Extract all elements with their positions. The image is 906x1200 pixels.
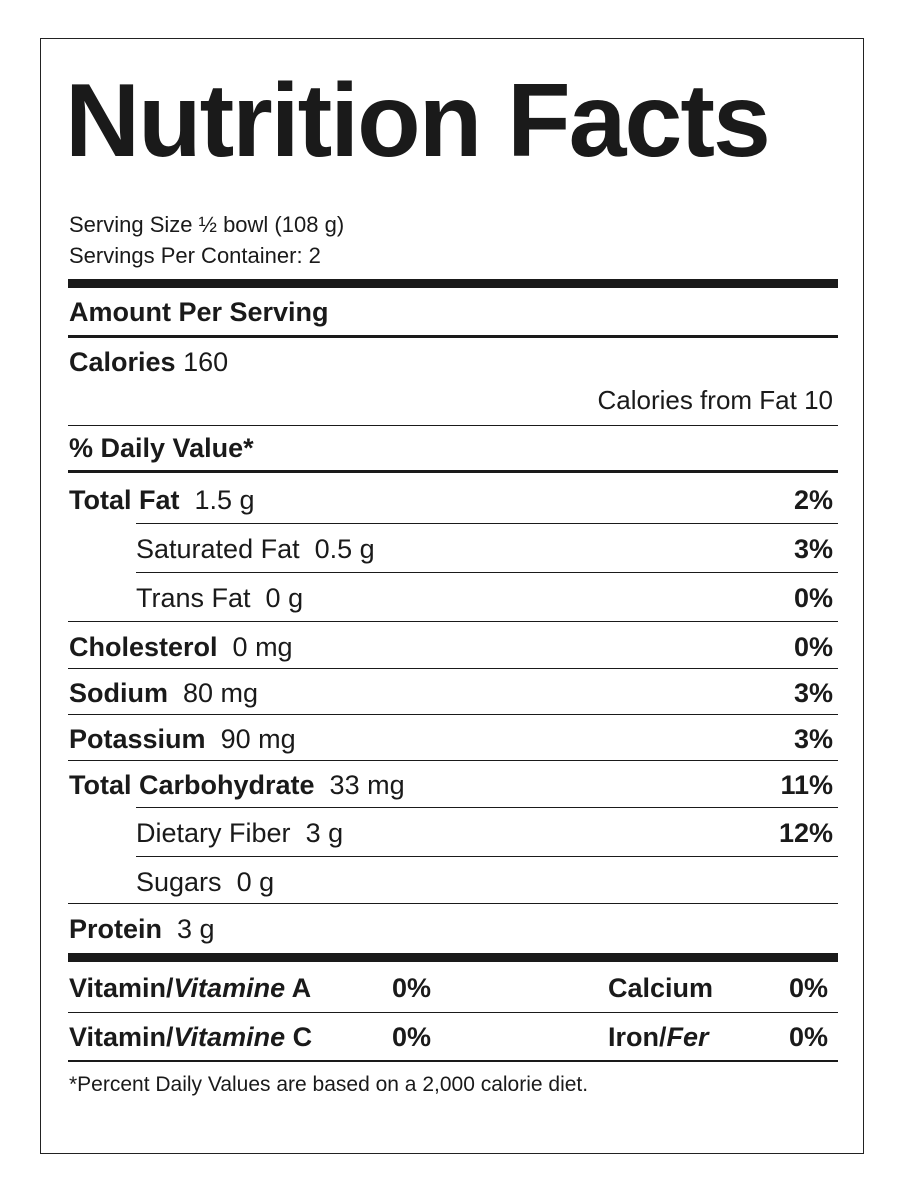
nutrient-dv: 2% — [793, 485, 833, 515]
nutrient-row-total-carbohydrate: Total Carbohydrate 33 mg 11% — [69, 772, 833, 799]
label-title: Nutrition Facts — [65, 63, 771, 179]
vitamin-a-italic: Vitamine — [173, 973, 286, 1003]
serving-size: Serving Size ½ bowl (108 g) — [69, 212, 345, 237]
thin-divider — [136, 807, 838, 808]
nutrient-amount: 0.5 g — [314, 534, 375, 564]
nutrient-dv: 3% — [793, 678, 833, 708]
thin-divider — [68, 621, 838, 622]
footnote: *Percent Daily Values are based on a 2,0… — [69, 1073, 589, 1096]
nutrient-row-trans-fat: Trans Fat 0 g 0% — [136, 585, 833, 612]
calcium-label: Calcium — [608, 973, 714, 1003]
thin-divider — [68, 760, 838, 761]
nutrient-row-protein: Protein 3 g — [69, 916, 833, 943]
servings-per-container: Servings Per Container: 2 — [69, 243, 321, 268]
nutrient-amount: 90 mg — [220, 724, 296, 754]
nutrient-amount: 33 mg — [329, 770, 405, 800]
nutrient-row-cholesterol: Cholesterol 0 mg 0% — [69, 634, 833, 661]
medium-divider — [68, 470, 838, 473]
thin-divider — [136, 856, 838, 857]
nutrient-name: Sodium — [69, 678, 168, 708]
thin-divider — [68, 714, 838, 715]
calories-from-fat: Calories from Fat 10 — [69, 387, 833, 413]
nutrient-row-sodium: Sodium 80 mg 3% — [69, 680, 833, 707]
thin-divider — [136, 572, 838, 573]
nutrient-amount: 0 mg — [232, 632, 293, 662]
nutrient-dv: 12% — [778, 818, 833, 848]
nutrient-dv: 0% — [793, 583, 833, 613]
nutrient-dv: 3% — [793, 534, 833, 564]
nutrient-row-dietary-fiber: Dietary Fiber 3 g 12% — [136, 820, 833, 847]
nutrient-row-saturated-fat: Saturated Fat 0.5 g 3% — [136, 536, 833, 563]
vitamin-c-italic: Vitamine — [173, 1022, 286, 1052]
nutrient-amount: 3 g — [177, 914, 215, 944]
thick-divider — [68, 953, 838, 962]
vitamin-c-suffix: C — [285, 1022, 313, 1052]
iron-label: Iron/Fer — [608, 1024, 709, 1051]
thick-divider — [68, 279, 838, 288]
iron-prefix: Iron/ — [608, 1022, 667, 1052]
iron-dv: 0% — [788, 1022, 828, 1052]
nutrient-amount: 0 g — [265, 583, 304, 613]
iron-italic: Fer — [666, 1022, 709, 1052]
amount-per-serving-label: Amount Per Serving — [69, 297, 329, 327]
nutrient-name: Dietary Fiber — [136, 818, 291, 848]
nutrient-name: Total Carbohydrate — [69, 770, 315, 800]
calories-label: Calories — [69, 347, 176, 377]
calories-from-fat-text: Calories from Fat 10 — [597, 385, 833, 415]
nutrient-amount: 80 mg — [183, 678, 259, 708]
vitamin-a-prefix: Vitamin/ — [69, 973, 174, 1003]
nutrient-dv: 3% — [793, 724, 833, 754]
nutrient-row-sugars: Sugars 0 g — [136, 869, 833, 896]
nutrient-amount: 0 g — [236, 867, 275, 897]
nutrient-name: Sugars — [136, 867, 222, 897]
nutrient-row-potassium: Potassium 90 mg 3% — [69, 726, 833, 753]
amount-per-serving: Amount Per Serving — [69, 299, 833, 326]
nutrient-name: Trans Fat — [136, 583, 251, 613]
vitamin-a-label: Vitamin/Vitamine A — [69, 975, 311, 1002]
nutrient-dv: 0% — [793, 632, 833, 662]
thin-divider — [136, 523, 838, 524]
thin-divider — [68, 903, 838, 904]
daily-value-header-text: % Daily Value* — [69, 433, 254, 463]
nutrient-name: Potassium — [69, 724, 206, 754]
nutrient-dv: 11% — [780, 770, 833, 800]
thin-divider — [68, 668, 838, 669]
nutrient-name: Saturated Fat — [136, 534, 300, 564]
vitamin-c-dv: 0% — [392, 1022, 432, 1052]
nutrient-amount: 1.5 g — [194, 485, 255, 515]
vitamin-a-suffix: A — [285, 973, 312, 1003]
vitamin-c-label: Vitamin/Vitamine C — [69, 1024, 312, 1051]
nutrition-facts-label: Nutrition Facts Serving Size ½ bowl (108… — [40, 38, 864, 1154]
nutrient-amount: 3 g — [305, 818, 344, 848]
nutrient-name: Protein — [69, 914, 163, 944]
calories-row: Calories 160 — [69, 349, 833, 376]
vitamin-c-prefix: Vitamin/ — [69, 1022, 174, 1052]
calories-value: 160 — [183, 347, 229, 377]
nutrient-name: Total Fat — [69, 485, 180, 515]
medium-divider — [68, 335, 838, 338]
thin-divider — [68, 1012, 838, 1013]
vitamin-a-dv: 0% — [392, 973, 432, 1003]
thin-divider — [68, 425, 838, 426]
daily-value-header: % Daily Value* — [69, 435, 833, 462]
nutrient-name: Cholesterol — [69, 632, 218, 662]
thin-divider — [68, 1060, 838, 1062]
calcium-dv: 0% — [788, 973, 828, 1003]
nutrient-row-total-fat: Total Fat 1.5 g 2% — [69, 487, 833, 514]
